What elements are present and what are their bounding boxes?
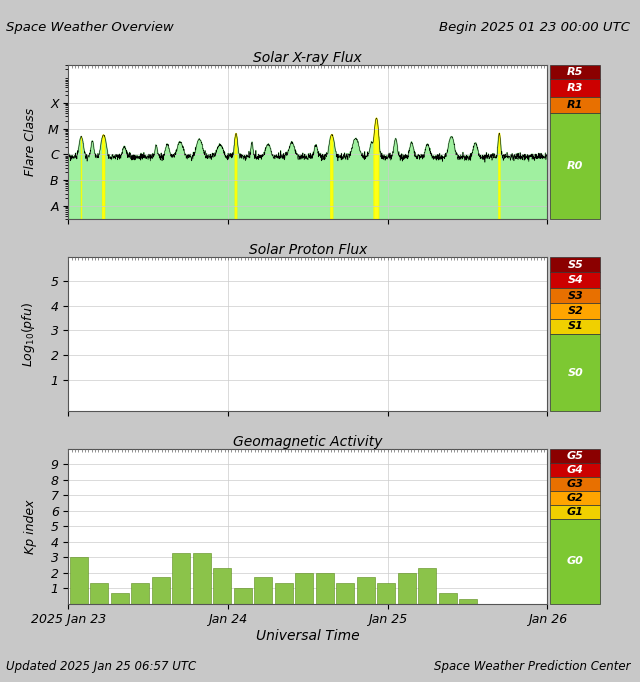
- X-axis label: Universal Time: Universal Time: [256, 629, 360, 643]
- Text: G1: G1: [567, 507, 584, 516]
- Bar: [172, 552, 190, 604]
- Text: S2: S2: [568, 306, 583, 316]
- Bar: [378, 584, 396, 604]
- Bar: [398, 573, 416, 604]
- Text: Space Weather Prediction Center: Space Weather Prediction Center: [434, 660, 630, 674]
- Text: S0: S0: [568, 368, 583, 378]
- Text: R1: R1: [567, 100, 584, 110]
- Text: R5: R5: [567, 67, 584, 77]
- Text: G3: G3: [567, 479, 584, 489]
- Y-axis label: Flare Class: Flare Class: [24, 108, 37, 176]
- Title: Geomagnetic Activity: Geomagnetic Activity: [233, 435, 383, 449]
- Text: S4: S4: [568, 275, 583, 285]
- Bar: [356, 577, 375, 604]
- Text: S3: S3: [568, 291, 583, 301]
- Bar: [336, 584, 355, 604]
- Bar: [131, 584, 149, 604]
- Bar: [316, 573, 334, 604]
- Text: S1: S1: [568, 321, 583, 331]
- Text: G4: G4: [567, 465, 584, 475]
- Y-axis label: $\mathit{Log_{10}(pfu)}$: $\mathit{Log_{10}(pfu)}$: [20, 301, 37, 367]
- Bar: [295, 573, 314, 604]
- Bar: [439, 593, 457, 604]
- Bar: [111, 593, 129, 604]
- Bar: [275, 584, 293, 604]
- Text: R0: R0: [567, 161, 584, 171]
- Text: Updated 2025 Jan 25 06:57 UTC: Updated 2025 Jan 25 06:57 UTC: [6, 660, 196, 674]
- Text: R3: R3: [567, 83, 584, 93]
- Y-axis label: Kp index: Kp index: [24, 499, 37, 554]
- Text: G2: G2: [567, 492, 584, 503]
- Bar: [152, 577, 170, 604]
- Bar: [70, 557, 88, 604]
- Bar: [234, 588, 252, 604]
- Bar: [419, 568, 436, 604]
- Bar: [460, 599, 477, 604]
- Bar: [193, 552, 211, 604]
- Text: Begin 2025 01 23 00:00 UTC: Begin 2025 01 23 00:00 UTC: [440, 20, 630, 34]
- Text: G0: G0: [567, 556, 584, 566]
- Bar: [213, 568, 231, 604]
- Text: S5: S5: [568, 260, 583, 269]
- Title: Solar Proton Flux: Solar Proton Flux: [249, 243, 367, 257]
- Title: Solar X-ray Flux: Solar X-ray Flux: [253, 50, 362, 65]
- Bar: [254, 577, 272, 604]
- Text: Space Weather Overview: Space Weather Overview: [6, 20, 174, 34]
- Bar: [90, 584, 108, 604]
- Text: G5: G5: [567, 451, 584, 461]
